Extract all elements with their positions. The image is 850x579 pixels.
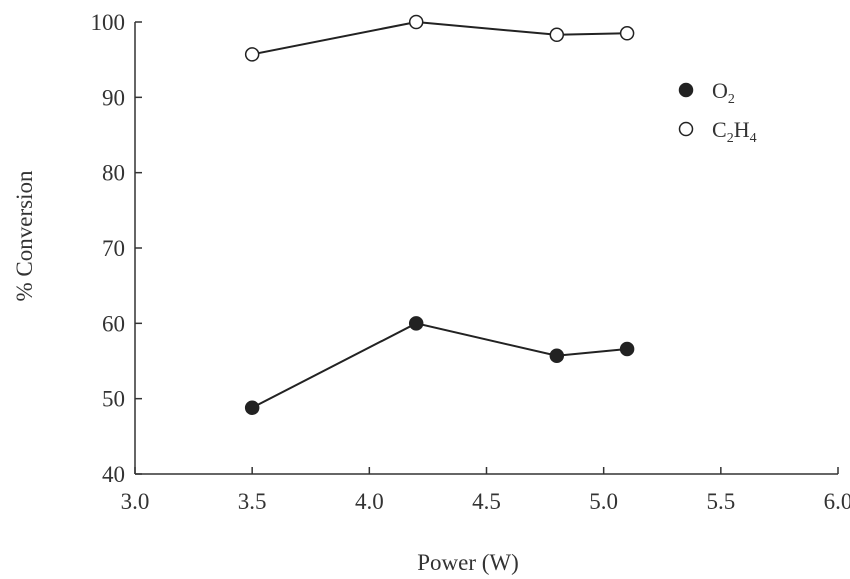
legend-o2-marker (678, 82, 694, 98)
legend-o2-main: O (712, 78, 728, 103)
y-tick-label: 70 (102, 236, 125, 261)
legend: O2 C2H4 (678, 78, 757, 146)
x-axis-label: Power (W) (417, 550, 519, 575)
data-point-o2 (408, 316, 424, 331)
legend-c2h4-part-h: H (734, 117, 750, 142)
data-point-c2h4 (619, 26, 635, 41)
x-tick-label: 6.0 (824, 489, 850, 514)
x-tick-label: 3.5 (238, 489, 267, 514)
series-line-c2h4 (251, 20, 628, 56)
x-tick-label: 5.5 (706, 489, 735, 514)
data-point-c2h4 (408, 14, 424, 30)
y-tick-label: 50 (102, 387, 125, 412)
y-tick-label: 100 (91, 10, 126, 35)
x-tick-label: 5.0 (589, 489, 618, 514)
y-tick-label: 80 (102, 161, 125, 186)
legend-c2h4-part-c: C (712, 117, 727, 142)
y-axis-label: % Conversion (12, 170, 37, 301)
series-line-o2 (251, 322, 628, 409)
legend-c2h4-sub-2: 2 (727, 131, 734, 146)
x-tick-label: 3.0 (121, 489, 150, 514)
legend-c2h4-sub-4: 4 (750, 131, 757, 146)
y-tick-label: 90 (102, 85, 125, 110)
data-point-o2 (244, 400, 260, 415)
data-point-o2 (549, 348, 565, 363)
y-tick-label: 60 (102, 311, 125, 336)
legend-label-o2: O2 (712, 78, 735, 107)
series-layer (244, 14, 635, 415)
legend-c2h4-marker (678, 121, 694, 137)
axes (134, 22, 838, 475)
x-tick-label: 4.5 (472, 489, 501, 514)
x-tick-label: 4.0 (355, 489, 384, 514)
data-point-c2h4 (244, 47, 260, 62)
y-tick-label: 40 (102, 462, 125, 487)
y-ticks: 40 50 60 70 80 90 100 (91, 10, 142, 487)
legend-o2-sub: 2 (728, 92, 735, 107)
data-point-c2h4 (549, 27, 565, 43)
legend-label-c2h4: C2H4 (712, 117, 757, 146)
x-ticks: 3.0 3.5 4.0 4.5 5.0 5.5 6.0 (121, 467, 850, 514)
data-point-o2 (619, 341, 635, 357)
